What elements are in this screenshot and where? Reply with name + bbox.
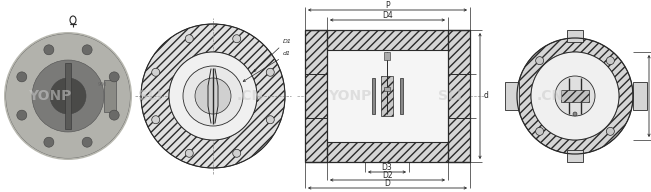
Bar <box>327 50 448 142</box>
Bar <box>384 87 390 91</box>
Circle shape <box>555 76 595 116</box>
Circle shape <box>536 127 544 135</box>
Text: P: P <box>385 1 390 9</box>
Circle shape <box>17 72 27 82</box>
Circle shape <box>32 60 104 132</box>
Circle shape <box>186 35 193 43</box>
Wedge shape <box>517 38 633 154</box>
Circle shape <box>232 35 241 43</box>
Text: D2: D2 <box>382 170 393 180</box>
Text: YONP: YONP <box>28 89 72 103</box>
Bar <box>327 142 448 162</box>
Circle shape <box>606 57 615 65</box>
Circle shape <box>232 149 241 157</box>
Text: D4: D4 <box>382 11 393 20</box>
Circle shape <box>266 116 274 124</box>
Circle shape <box>50 78 86 114</box>
Text: SLI: SLI <box>438 89 462 103</box>
Circle shape <box>183 66 243 126</box>
Bar <box>400 78 403 114</box>
Circle shape <box>109 72 119 82</box>
Bar <box>561 90 589 102</box>
Circle shape <box>573 112 577 116</box>
Bar <box>567 30 583 42</box>
Wedge shape <box>6 34 130 158</box>
Wedge shape <box>141 24 285 168</box>
Bar <box>384 52 390 60</box>
Circle shape <box>109 110 119 120</box>
Text: .CN: .CN <box>236 89 264 103</box>
Circle shape <box>169 52 257 140</box>
Bar <box>305 30 327 162</box>
Circle shape <box>82 45 92 55</box>
Text: D3: D3 <box>381 162 393 171</box>
Circle shape <box>152 116 159 124</box>
Bar <box>448 30 470 162</box>
Bar <box>633 82 647 110</box>
Circle shape <box>266 68 274 76</box>
Text: SLI: SLI <box>138 89 162 103</box>
Circle shape <box>44 137 54 147</box>
Bar <box>448 30 470 162</box>
Bar <box>567 150 583 162</box>
Bar <box>372 78 375 114</box>
Circle shape <box>152 68 159 76</box>
Bar <box>104 80 116 112</box>
Bar <box>65 63 71 129</box>
Circle shape <box>195 78 231 114</box>
Text: d: d <box>484 92 489 100</box>
Circle shape <box>82 137 92 147</box>
Circle shape <box>606 127 615 135</box>
Circle shape <box>186 149 193 157</box>
Circle shape <box>17 110 27 120</box>
Text: D: D <box>385 179 391 188</box>
Bar <box>381 76 393 116</box>
Circle shape <box>6 34 130 158</box>
Text: d1: d1 <box>283 51 291 56</box>
Bar <box>305 30 327 162</box>
Circle shape <box>4 32 132 160</box>
Text: YONP: YONP <box>328 89 372 103</box>
Bar <box>327 30 448 50</box>
Text: D1: D1 <box>283 39 292 44</box>
Bar <box>505 82 519 110</box>
Circle shape <box>536 57 544 65</box>
Circle shape <box>531 52 619 140</box>
Circle shape <box>44 45 54 55</box>
Text: 900: 900 <box>98 82 107 87</box>
Text: .CN: .CN <box>536 89 564 103</box>
